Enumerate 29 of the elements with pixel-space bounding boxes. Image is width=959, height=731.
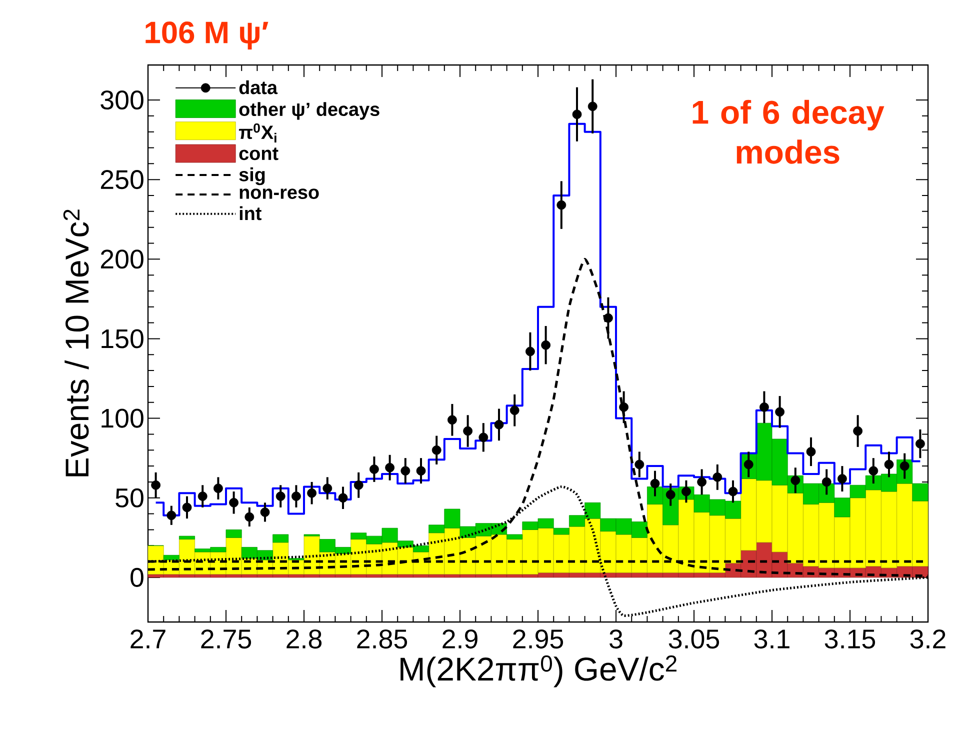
x-tick-label: 3.05 — [668, 630, 720, 649]
x-tick-label: 3.2 — [910, 630, 946, 649]
x-tick-label: 2.9 — [442, 630, 478, 649]
annotation: 1 of 6 decay modes — [692, 100, 884, 164]
legend-label: int — [240, 206, 262, 220]
chart-title: 106 M ψ′ — [146, 22, 268, 50]
x-tick-label: 3.15 — [824, 630, 876, 649]
y-tick-label: 50 — [116, 488, 144, 508]
y-tick-label: 150 — [102, 329, 144, 348]
y-tick-label: 250 — [100, 170, 144, 190]
x-tick-label: 2.85 — [357, 630, 408, 649]
legend-label: cont — [239, 148, 278, 160]
legend-label: other ψ’ decays — [239, 102, 380, 120]
y-tick-label: 200 — [100, 250, 144, 269]
x-tick-label: 3 — [610, 630, 622, 649]
x-tick-label: 3.1 — [754, 630, 790, 649]
legend-label: non-reso — [240, 188, 319, 199]
legend-label: sig — [239, 167, 265, 186]
legend-label: data — [239, 80, 278, 94]
x-tick-label: 2.8 — [286, 630, 322, 649]
x-axis-title: M(2K2ππ$^{0}$) GeV/c$^{2}$ — [400, 655, 676, 688]
y-tick-label: 300 — [100, 90, 144, 110]
x-tick-label: 2.7 — [130, 630, 166, 648]
y-tick-label: 0 — [130, 568, 144, 587]
y-axis-title: Events / 10 MeVc$^{2}$ — [63, 210, 89, 476]
x-tick-label: 2.75 — [201, 630, 252, 649]
y-tick-label: 100 — [102, 408, 144, 428]
legend-label: π$^{0}$X$_{i}$ — [238, 123, 276, 142]
x-tick-label: 2.95 — [513, 630, 564, 649]
